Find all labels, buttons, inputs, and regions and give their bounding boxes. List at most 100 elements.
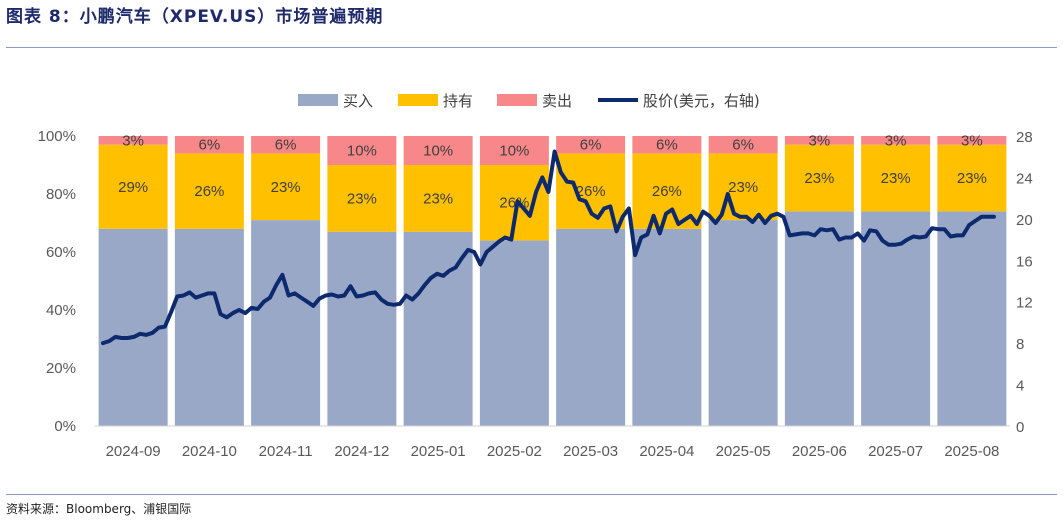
data-label-sell-2025-01: 10% bbox=[423, 143, 453, 160]
data-label-hold-2025-04: 26% bbox=[652, 183, 682, 200]
bar-label-group: 29%3%26%6%23%6%23%10%23%10%26%10%26%6%26… bbox=[118, 132, 987, 211]
bar-2025-04-series-0 bbox=[632, 228, 702, 426]
x-tick-label-2025-08: 2025-08 bbox=[944, 443, 999, 460]
data-label-hold-2025-03: 26% bbox=[576, 183, 606, 200]
bar-2025-08-series-0 bbox=[937, 211, 1007, 426]
data-label-sell-2025-05: 6% bbox=[732, 137, 754, 154]
bar-2025-06-series-0 bbox=[784, 211, 854, 426]
x-axis: 2024-09 2024-10 2024-11 2024-12 2025-01 2025-… bbox=[95, 425, 1010, 460]
data-label-hold-2024-12: 23% bbox=[347, 190, 377, 207]
bar-2025-01-series-2 bbox=[403, 136, 473, 165]
bar-2024-10-series-1 bbox=[174, 153, 244, 229]
x-tick-label-2024-10: 2024-10 bbox=[182, 443, 237, 460]
x-tick-label-2025-06: 2025-06 bbox=[792, 443, 847, 460]
data-label-hold-2024-09: 29% bbox=[118, 179, 148, 196]
data-label-hold-2025-07: 23% bbox=[881, 170, 911, 187]
left-tick-label-2: 40% bbox=[46, 302, 76, 319]
bar-2025-03-series-0 bbox=[556, 228, 626, 426]
data-label-hold-2025-05: 23% bbox=[728, 179, 758, 196]
legend-swatch-2 bbox=[497, 94, 537, 106]
left-tick-label-5: 100% bbox=[38, 128, 76, 145]
bar-2025-01-series-1 bbox=[403, 165, 473, 232]
right-tick-label-7: 28 bbox=[1016, 129, 1033, 146]
left-tick-label-3: 60% bbox=[46, 244, 76, 261]
bar-2024-12-series-2 bbox=[327, 136, 397, 165]
bar-2025-01-series-0 bbox=[403, 231, 473, 426]
x-tick-label-2025-05: 2025-05 bbox=[716, 443, 771, 460]
bar-2025-02-series-0 bbox=[479, 240, 549, 426]
right-tick-label-2: 8 bbox=[1016, 336, 1024, 353]
bar-2025-06-series-2 bbox=[784, 136, 854, 145]
data-label-hold-2025-06: 23% bbox=[804, 170, 834, 187]
bar-2024-09-series-2 bbox=[98, 136, 168, 145]
bar-2024-11-series-0 bbox=[251, 220, 321, 426]
bar-2024-12-series-1 bbox=[327, 165, 397, 232]
right-tick-label-0: 0 bbox=[1016, 419, 1024, 436]
legend-swatch-0 bbox=[298, 94, 338, 106]
left-y-axis: 0% 20% 40% 60% 80% 100% bbox=[38, 128, 76, 435]
source-note: 资料来源：Bloomberg、浦银国际 bbox=[6, 502, 192, 516]
bar-2025-08-series-1 bbox=[937, 144, 1007, 212]
legend-swatch-1 bbox=[398, 94, 438, 106]
bar-2024-11-series-1 bbox=[251, 153, 321, 221]
bar-2025-02-series-2 bbox=[479, 136, 549, 165]
left-tick-label-4: 80% bbox=[46, 186, 76, 203]
stacked-bar-line-chart: 买入 持有 卖出 股价(美元，右轴) 0% 20% 40% 60% 80% 100% 0 4 8 12… bbox=[38, 92, 1033, 460]
right-tick-label-5: 20 bbox=[1016, 212, 1033, 229]
bar-2025-05-series-1 bbox=[708, 153, 778, 221]
data-label-sell-2025-08: 3% bbox=[961, 132, 983, 149]
data-label-sell-2024-10: 6% bbox=[199, 137, 221, 154]
bar-2025-05-series-2 bbox=[708, 136, 778, 154]
data-label-hold-2024-11: 23% bbox=[271, 179, 301, 196]
x-tick-label-2025-01: 2025-01 bbox=[411, 443, 466, 460]
bar-2025-06-series-1 bbox=[784, 144, 854, 212]
right-tick-label-1: 4 bbox=[1016, 378, 1024, 395]
x-tick-label-2024-09: 2024-09 bbox=[106, 443, 161, 460]
x-tick-label-2024-12: 2024-12 bbox=[334, 443, 389, 460]
footer-divider bbox=[6, 494, 1057, 495]
bar-2024-12-series-0 bbox=[327, 231, 397, 426]
title-divider bbox=[6, 47, 1057, 48]
bar-2025-04-series-2 bbox=[632, 136, 702, 154]
price-line-group bbox=[101, 149, 996, 346]
chart-legend: 买入 持有 卖出 股价(美元，右轴) bbox=[298, 92, 760, 110]
data-label-sell-2024-12: 10% bbox=[347, 143, 377, 160]
x-tick-label-2025-02: 2025-02 bbox=[487, 443, 542, 460]
legend-label-3: 股价(美元，右轴) bbox=[643, 92, 760, 110]
data-label-sell-2024-11: 6% bbox=[275, 137, 297, 154]
bar-group bbox=[98, 136, 1007, 426]
legend-label-0: 买入 bbox=[343, 92, 373, 110]
data-label-sell-2025-06: 3% bbox=[809, 132, 831, 149]
legend-label-2: 卖出 bbox=[542, 92, 572, 110]
data-label-sell-2024-09: 3% bbox=[122, 132, 144, 149]
figure-title: 图表 8：小鹏汽车（XPEV.US）市场普遍预期 bbox=[6, 7, 384, 27]
data-label-hold-2025-08: 23% bbox=[957, 170, 987, 187]
bar-2025-03-series-2 bbox=[556, 136, 626, 154]
data-label-sell-2025-03: 6% bbox=[580, 137, 602, 154]
x-tick-label-2025-03: 2025-03 bbox=[563, 443, 618, 460]
bar-2025-07-series-0 bbox=[861, 211, 931, 426]
data-label-hold-2025-01: 23% bbox=[423, 190, 453, 207]
bar-2025-07-series-1 bbox=[861, 144, 931, 212]
right-tick-label-3: 12 bbox=[1016, 295, 1033, 312]
x-tick-label-2025-07: 2025-07 bbox=[868, 443, 923, 460]
right-tick-label-4: 16 bbox=[1016, 253, 1033, 270]
bar-2024-11-series-2 bbox=[251, 136, 321, 154]
x-tick-label-2024-11: 2024-11 bbox=[259, 443, 313, 460]
bar-2025-07-series-2 bbox=[861, 136, 931, 145]
bar-2025-05-series-0 bbox=[708, 220, 778, 426]
x-tick-label-2025-04: 2025-04 bbox=[639, 443, 694, 460]
right-tick-label-6: 24 bbox=[1016, 170, 1033, 187]
price-line bbox=[101, 149, 996, 346]
bar-2024-10-series-2 bbox=[174, 136, 244, 154]
legend-label-1: 持有 bbox=[443, 92, 473, 110]
bar-2025-08-series-2 bbox=[937, 136, 1007, 145]
bar-2024-09-series-1 bbox=[98, 144, 168, 229]
data-label-sell-2025-02: 10% bbox=[499, 143, 529, 160]
data-label-hold-2024-10: 26% bbox=[194, 183, 224, 200]
right-y-axis: 0 4 8 12 16 20 24 28 bbox=[1016, 129, 1033, 436]
data-label-sell-2025-04: 6% bbox=[656, 137, 678, 154]
left-tick-label-0: 0% bbox=[54, 418, 76, 435]
bar-2024-10-series-0 bbox=[174, 228, 244, 426]
data-label-sell-2025-07: 3% bbox=[885, 132, 907, 149]
